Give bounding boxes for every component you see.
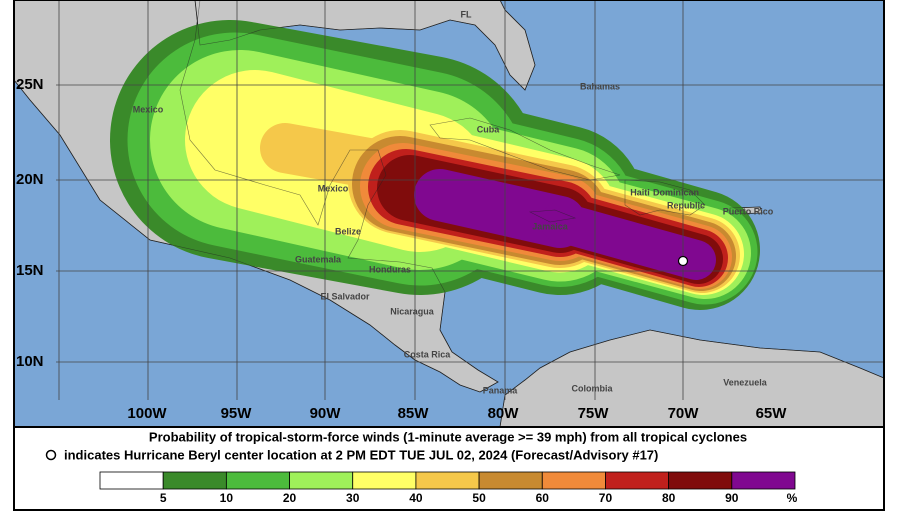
place-label: Honduras xyxy=(369,264,411,274)
legend-unit: % xyxy=(787,491,798,505)
longitude-label: 95W xyxy=(221,405,253,422)
legend-label: 80 xyxy=(662,491,676,505)
map: FL Bahamas Mexico Cuba Mexico Haiti Dominican R… xyxy=(14,0,884,427)
place-label: Belize xyxy=(335,226,361,236)
legend-swatch xyxy=(99,471,164,490)
place-label: Republic xyxy=(667,200,705,210)
coastline xyxy=(499,329,884,427)
place-label: Haiti xyxy=(630,187,650,197)
legend-label: 90 xyxy=(725,491,739,505)
center-symbol xyxy=(45,449,57,461)
place-label: Venezuela xyxy=(723,377,768,387)
legend: 5 10 20 30 40 50 60 70 80 90% xyxy=(99,471,798,505)
legend-label: 30 xyxy=(346,491,360,505)
legend-swatch xyxy=(541,471,606,490)
probability-bands xyxy=(110,20,760,310)
longitude-label: 70W xyxy=(668,405,700,422)
place-label: Cuba xyxy=(477,124,500,134)
latitude-label: 10N xyxy=(16,353,44,370)
longitude-label: 65W xyxy=(756,405,788,422)
legend-swatch xyxy=(731,471,796,490)
place-labels: FL Bahamas Mexico Cuba Mexico Haiti Dominican R… xyxy=(133,9,774,395)
latitude-label: 25N xyxy=(16,76,44,93)
place-label: Guatemala xyxy=(295,254,342,264)
place-label: Panama xyxy=(483,385,519,395)
legend-label: 40 xyxy=(409,491,423,505)
place-label: El Salvador xyxy=(320,291,370,301)
place-label: Jamaica xyxy=(532,221,569,231)
legend-swatch xyxy=(225,471,290,490)
caption-line: Probability of tropical-storm-force wind… xyxy=(149,429,747,444)
legend-swatch xyxy=(605,471,670,490)
latitude-label: 20N xyxy=(16,171,44,188)
place-label: Dominican xyxy=(653,187,699,197)
latitude-label: 15N xyxy=(16,262,44,279)
place-label: Mexico xyxy=(133,104,164,114)
coastline xyxy=(729,206,763,215)
place-label: Costa Rica xyxy=(404,349,452,359)
legend-swatch xyxy=(478,471,543,490)
legend-swatch xyxy=(415,471,480,490)
coordinate-labels: 25N 20N 15N 10N 100W 95W 90W 85W 80W 75W 70W 65W xyxy=(16,76,787,422)
longitude-label: 90W xyxy=(310,405,342,422)
place-label: FL xyxy=(461,9,472,19)
longitude-label: 85W xyxy=(398,405,430,422)
legend-swatch xyxy=(668,471,733,490)
probability-band xyxy=(540,202,716,280)
place-label: Bahamas xyxy=(580,81,620,91)
frame xyxy=(13,0,885,511)
coastlines xyxy=(14,0,884,427)
place-label: Nicaragua xyxy=(390,306,435,316)
probability-band xyxy=(414,169,586,248)
place-label: Puerto Rico xyxy=(723,206,774,216)
legend-label: 5 xyxy=(160,491,167,505)
graticule xyxy=(56,0,884,400)
storm-center xyxy=(677,255,689,267)
legend-label: 70 xyxy=(599,491,613,505)
legend-label: 10 xyxy=(220,491,234,505)
legend-swatch xyxy=(352,471,417,490)
caption-line: indicates Hurricane Beryl center locatio… xyxy=(64,447,658,462)
longitude-label: 80W xyxy=(488,405,520,422)
longitude-label: 100W xyxy=(127,405,167,422)
legend-swatch xyxy=(289,471,354,490)
coastline xyxy=(528,209,577,223)
place-label: Colombia xyxy=(571,383,613,393)
legend-label: 20 xyxy=(283,491,297,505)
place-label: Mexico xyxy=(318,183,349,193)
legend-label: 60 xyxy=(536,491,550,505)
legend-swatch xyxy=(162,471,227,490)
coastline xyxy=(429,117,621,181)
longitude-label: 75W xyxy=(578,405,610,422)
coastline xyxy=(194,0,536,91)
legend-label: 50 xyxy=(472,491,486,505)
coastline xyxy=(624,179,706,216)
coastline xyxy=(14,0,499,393)
